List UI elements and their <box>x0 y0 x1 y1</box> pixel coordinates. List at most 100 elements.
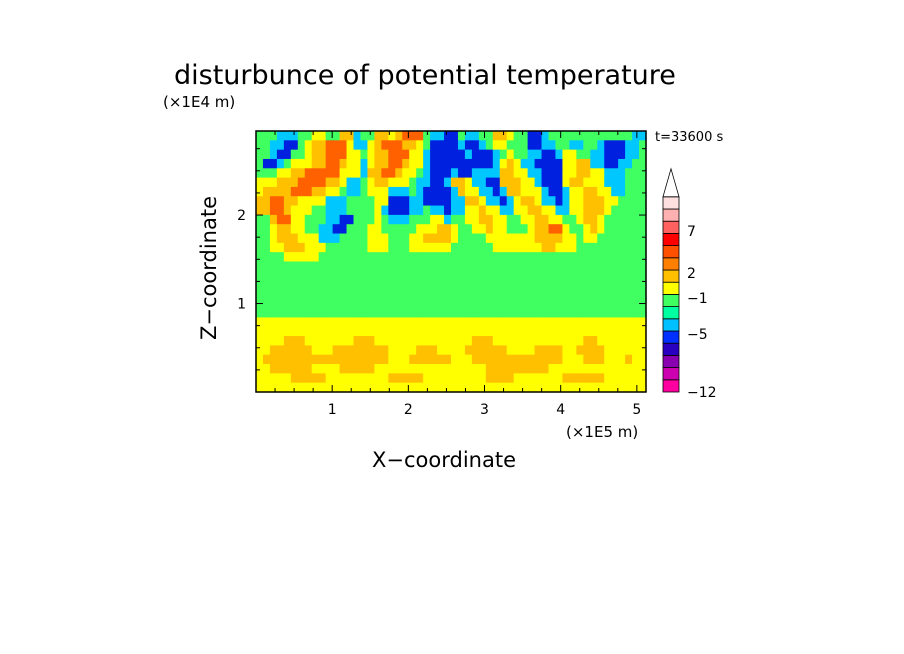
heatmap-cell <box>576 140 584 151</box>
heatmap-cell <box>478 326 487 337</box>
heatmap-cell <box>304 336 313 346</box>
heatmap-cell <box>374 158 382 169</box>
heatmap-cell <box>297 308 306 319</box>
colorbar-segment <box>662 245 680 259</box>
heatmap-cell <box>402 364 410 374</box>
heatmap-cell <box>562 345 570 356</box>
heatmap-cell <box>457 373 466 384</box>
heatmap-cell <box>541 289 550 300</box>
heatmap-cell <box>304 382 313 393</box>
heatmap-cell <box>325 131 334 141</box>
heatmap-cell <box>541 308 550 319</box>
heatmap-cell <box>576 196 584 207</box>
heatmap-cell <box>269 308 278 319</box>
heatmap-cell <box>437 242 445 253</box>
heatmap-cell <box>346 177 355 188</box>
heatmap-cell <box>276 186 285 197</box>
heatmap-cell <box>283 186 292 197</box>
heatmap-cell <box>625 131 633 141</box>
heatmap-cell <box>541 298 550 309</box>
heatmap-cell <box>499 354 508 365</box>
heatmap-cell <box>632 214 640 225</box>
heatmap-cell <box>416 270 424 281</box>
heatmap-cell <box>444 242 452 253</box>
heatmap-cell <box>256 140 264 151</box>
heatmap-cell <box>471 280 480 291</box>
x-tick-label: 1 <box>328 402 337 418</box>
heatmap-cell <box>256 382 264 393</box>
heatmap-cell <box>555 214 564 225</box>
heatmap-cell <box>562 261 570 272</box>
heatmap-cell <box>339 364 348 374</box>
heatmap-cell <box>527 196 536 207</box>
heatmap-cell <box>311 168 320 179</box>
heatmap-cell <box>471 345 480 356</box>
heatmap-cell <box>485 373 494 384</box>
heatmap-cell <box>576 224 584 235</box>
heatmap-cell <box>583 186 591 197</box>
heatmap-cell <box>290 326 299 337</box>
heatmap-cell <box>381 289 389 300</box>
heatmap-cell <box>548 270 557 281</box>
heatmap-cell <box>534 261 543 272</box>
heatmap-cell <box>632 252 640 263</box>
heatmap-cell <box>625 308 633 319</box>
heatmap-cell <box>576 289 584 300</box>
heatmap-cell <box>464 233 473 244</box>
heatmap-cell <box>527 168 536 179</box>
heatmap-cell <box>256 252 264 263</box>
heatmap-cell <box>499 140 508 151</box>
heatmap-cell <box>632 186 640 197</box>
x-tick-label: 2 <box>404 402 413 418</box>
heatmap-cell <box>283 326 292 337</box>
heatmap-cell <box>527 224 536 235</box>
heatmap-cell <box>541 242 550 253</box>
heatmap-cell <box>492 168 501 179</box>
heatmap-cell <box>464 336 473 346</box>
heatmap-cell <box>353 149 362 160</box>
heatmap-cell <box>597 224 605 235</box>
heatmap-cell <box>276 214 285 225</box>
heatmap-cell <box>367 280 375 291</box>
heatmap-cell <box>332 186 341 197</box>
heatmap-cell <box>304 196 313 207</box>
heatmap-cell <box>471 131 480 141</box>
heatmap-cell <box>513 158 522 169</box>
heatmap-cell <box>374 336 382 346</box>
heatmap-cell <box>464 205 473 216</box>
heatmap-cell <box>555 186 564 197</box>
heatmap-cell <box>562 168 570 179</box>
heatmap-cell <box>451 270 459 281</box>
heatmap-cell <box>262 298 271 309</box>
heatmap-cell <box>520 382 529 393</box>
heatmap-cell <box>555 131 564 141</box>
heatmap-cell <box>492 205 501 216</box>
heatmap-cell <box>625 345 633 356</box>
heatmap-cell <box>590 364 598 374</box>
heatmap-cell <box>569 326 577 337</box>
heatmap-cell <box>430 345 438 356</box>
heatmap-cell <box>423 158 431 169</box>
heatmap-cell <box>597 214 605 225</box>
heatmap-cell <box>604 158 612 169</box>
colorbar-segment <box>662 220 680 234</box>
heatmap-cell <box>283 364 292 374</box>
heatmap-cell <box>541 168 550 179</box>
heatmap-cell <box>632 382 640 393</box>
heatmap-cell <box>388 289 396 300</box>
heatmap-cell <box>541 354 550 365</box>
heatmap-cell <box>520 364 529 374</box>
heatmap-cell <box>360 149 369 160</box>
heatmap-cell <box>402 186 410 197</box>
heatmap-cell <box>457 308 466 319</box>
heatmap-cell <box>478 186 487 197</box>
heatmap-cell <box>437 354 445 365</box>
heatmap-cell <box>527 298 536 309</box>
heatmap-cell <box>297 336 306 346</box>
heatmap-cell <box>555 345 564 356</box>
heatmap-cell <box>395 186 403 197</box>
heatmap-cell <box>444 261 452 272</box>
heatmap-cell <box>576 382 584 393</box>
heatmap-cell <box>304 326 313 337</box>
heatmap-cell <box>360 224 369 235</box>
